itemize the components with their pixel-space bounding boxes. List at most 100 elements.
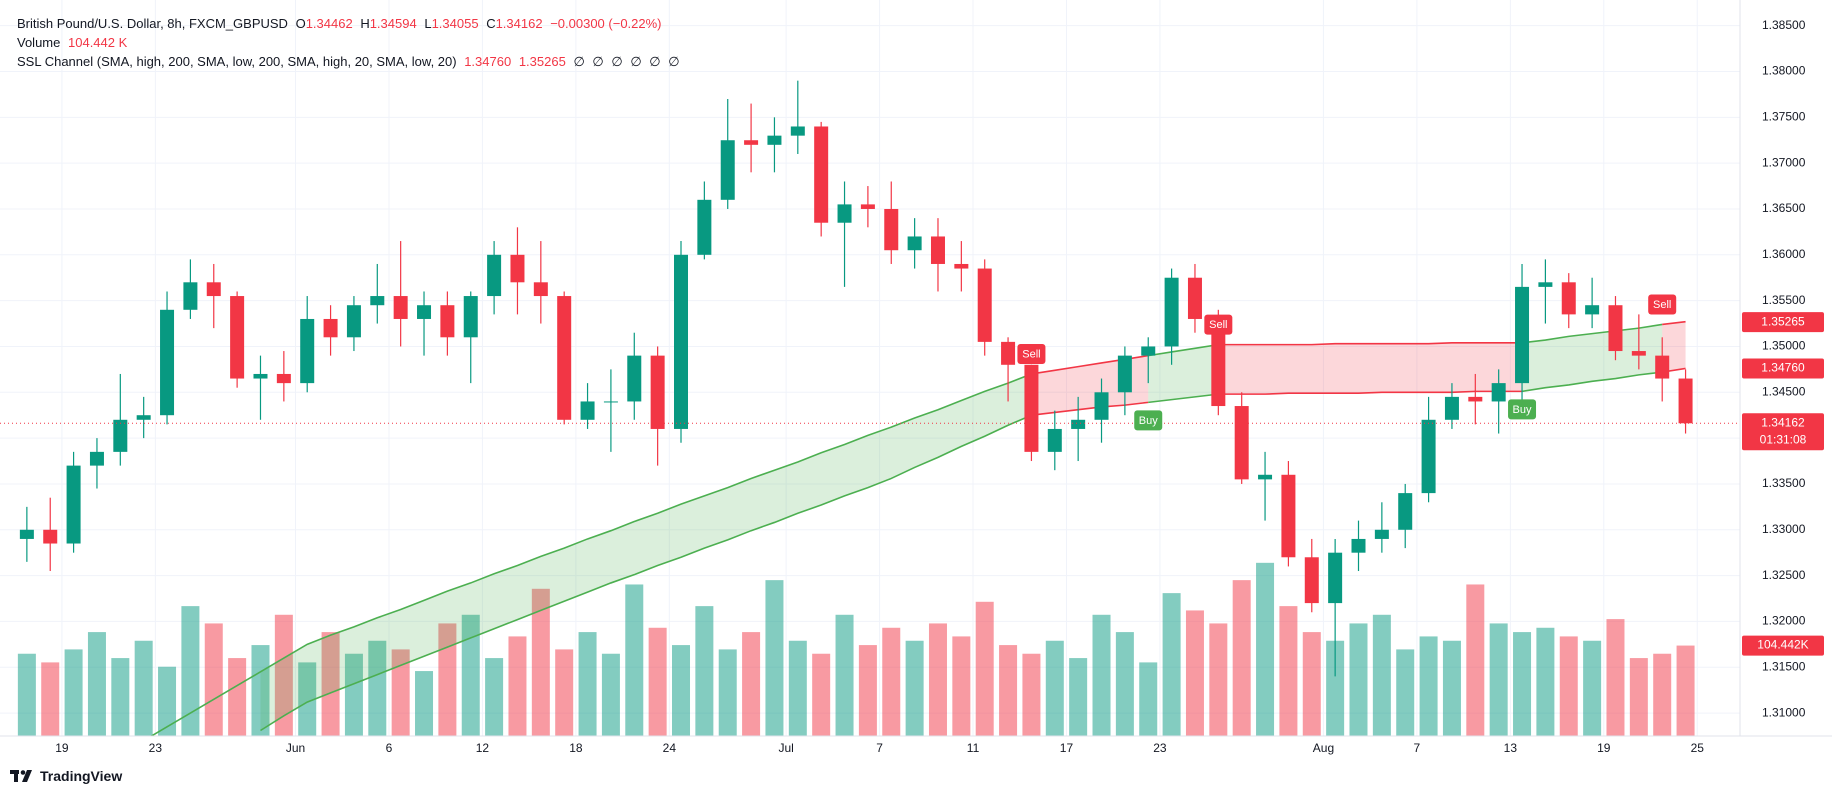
channel-line bbox=[149, 373, 1032, 736]
candle-body bbox=[627, 355, 642, 402]
y-tick-label: 1.37000 bbox=[1762, 155, 1806, 169]
x-tick-label: 12 bbox=[476, 741, 490, 755]
volume-bar bbox=[1513, 632, 1532, 736]
ohlc-value: 1.34162 bbox=[495, 16, 543, 31]
indicator-price-label-box bbox=[1742, 312, 1824, 333]
volume-bar bbox=[648, 627, 667, 736]
axes: 1.38500 1.38000 1.37500 1.37000 1.36500 1.360… bbox=[55, 18, 1824, 755]
candle-body bbox=[1678, 378, 1693, 424]
candle-body bbox=[276, 373, 291, 384]
x-tick-label: 13 bbox=[1504, 741, 1518, 755]
volume-bar bbox=[391, 649, 410, 736]
y-tick-label: 1.33000 bbox=[1762, 522, 1806, 536]
volume-bar bbox=[1396, 649, 1415, 736]
candle-body bbox=[440, 305, 455, 338]
candle-body bbox=[253, 373, 268, 379]
x-tick-label: 24 bbox=[663, 741, 677, 755]
candle-body bbox=[206, 282, 221, 297]
x-tick-label: Jun bbox=[286, 741, 305, 755]
channel-line bbox=[1218, 341, 1523, 346]
candle-body bbox=[814, 126, 829, 223]
candle-body bbox=[463, 296, 478, 338]
volume-bar bbox=[1676, 645, 1695, 736]
volume-bar bbox=[578, 632, 597, 736]
candle-body bbox=[884, 208, 899, 251]
y-tick-label: 1.38000 bbox=[1762, 64, 1806, 78]
candle-body bbox=[1491, 383, 1506, 402]
brand[interactable]: TradingView bbox=[10, 768, 122, 784]
signal-badge bbox=[1204, 314, 1233, 335]
channel-line bbox=[1148, 343, 1219, 357]
volume-bar bbox=[788, 640, 807, 736]
y-tick-label: 1.35500 bbox=[1762, 293, 1806, 307]
volume-bar bbox=[274, 614, 293, 736]
y-tick-label: 1.36000 bbox=[1762, 247, 1806, 261]
candle-body bbox=[790, 126, 805, 136]
candle-body bbox=[1024, 364, 1039, 452]
ohlc-key: C bbox=[486, 16, 496, 31]
channel-line bbox=[1218, 390, 1523, 395]
candle-body bbox=[300, 318, 315, 384]
candle-body bbox=[674, 254, 689, 429]
volume-bar bbox=[1162, 593, 1181, 736]
y-tick-label: 1.34500 bbox=[1762, 384, 1806, 398]
signal-label: Buy bbox=[1139, 415, 1158, 427]
candle-body bbox=[930, 236, 945, 264]
candle-body bbox=[487, 254, 502, 297]
candle-body bbox=[136, 415, 151, 420]
candle-body bbox=[346, 305, 361, 338]
candle-body bbox=[393, 296, 408, 319]
legend: British Pound/U.S. Dollar, 8h, FXCM_GBPU… bbox=[17, 14, 684, 71]
candle-body bbox=[1141, 346, 1156, 356]
volume-bar bbox=[999, 645, 1018, 736]
volume-bar bbox=[87, 632, 106, 736]
candle-body bbox=[557, 296, 572, 420]
candle-body bbox=[1281, 474, 1296, 558]
volume-bar bbox=[672, 645, 691, 736]
channel-line bbox=[1031, 401, 1149, 416]
x-tick-label: 7 bbox=[876, 741, 883, 755]
volume-bar bbox=[181, 606, 200, 736]
indicator-value: 1.35265 bbox=[518, 54, 566, 69]
candle-body bbox=[1328, 552, 1343, 604]
volume-bar bbox=[905, 640, 924, 736]
brand-name: TradingView bbox=[40, 768, 123, 784]
candle-body bbox=[1187, 277, 1202, 319]
y-tick-label: 1.33500 bbox=[1762, 476, 1806, 490]
candle-body bbox=[160, 309, 175, 416]
channel-line bbox=[260, 414, 1032, 732]
volume-bar bbox=[531, 588, 550, 736]
x-tick-label: 25 bbox=[1691, 741, 1705, 755]
volume-bar bbox=[1045, 640, 1064, 736]
volume-bar bbox=[835, 614, 854, 736]
candle-body bbox=[533, 282, 548, 297]
volume-bar bbox=[718, 649, 737, 736]
change: −0.00300 (−0.22%) bbox=[550, 16, 662, 31]
volume-bar bbox=[41, 662, 60, 736]
volume-bar bbox=[1489, 623, 1508, 736]
y-tick-label: 1.32000 bbox=[1762, 614, 1806, 628]
volume-bar bbox=[601, 653, 620, 736]
volume-bar bbox=[742, 632, 761, 736]
candle-body bbox=[417, 305, 432, 319]
candle-body bbox=[1258, 474, 1273, 480]
last-price-label-countdown: 01:31:08 bbox=[1760, 432, 1807, 446]
candle-body bbox=[323, 318, 338, 338]
candle-body bbox=[370, 296, 385, 306]
signal-label: Buy bbox=[1513, 404, 1532, 416]
volume-bar bbox=[111, 658, 130, 736]
indicator-extra: ∅ bbox=[573, 54, 585, 69]
volume-bar bbox=[1442, 640, 1461, 736]
ohlc-key: O bbox=[295, 16, 306, 31]
volume-bar bbox=[134, 640, 153, 736]
x-tick-label: 18 bbox=[569, 741, 583, 755]
volume-bar bbox=[508, 636, 527, 736]
candle-body bbox=[954, 263, 969, 269]
indicator-extra: ∅ bbox=[668, 54, 680, 69]
volume-bar bbox=[1279, 606, 1298, 736]
volume-bar bbox=[1583, 640, 1602, 736]
indicator-extra: ∅ bbox=[611, 54, 623, 69]
volume-bar bbox=[1092, 614, 1111, 736]
